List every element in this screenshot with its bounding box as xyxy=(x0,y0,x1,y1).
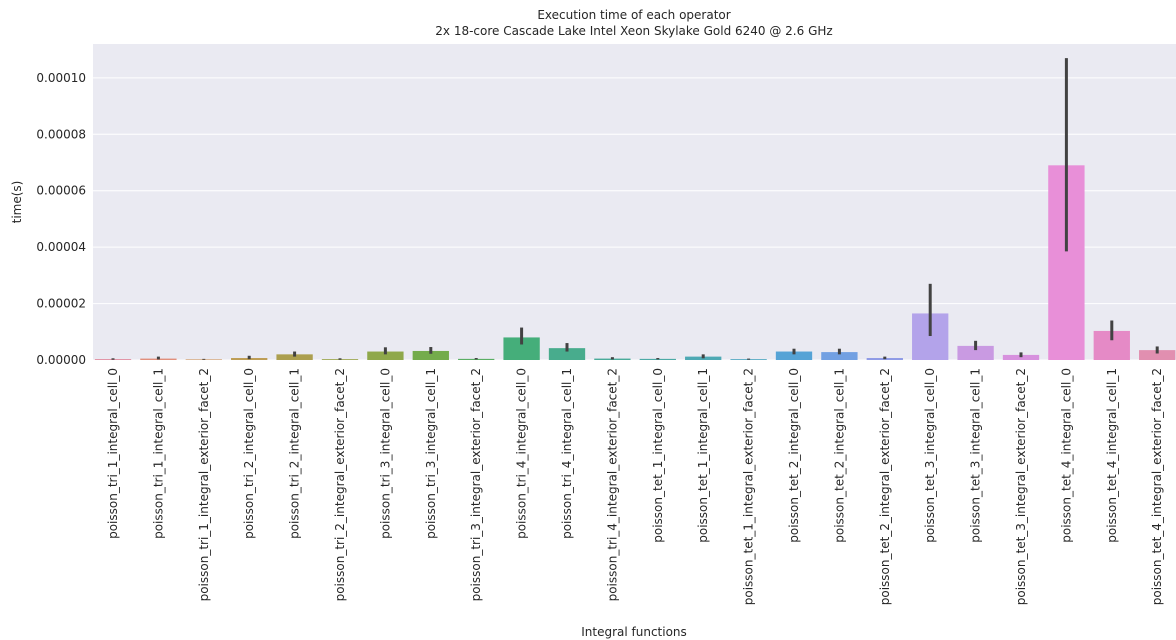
y-tick-label: 0.00006 xyxy=(36,184,86,198)
bar xyxy=(957,345,994,360)
x-tick-label: poisson_tet_4_integral_exterior_facet_2 xyxy=(1150,368,1164,605)
x-tick-label: poisson_tet_3_integral_exterior_facet_2 xyxy=(1014,368,1028,605)
x-axis-label: Integral functions xyxy=(581,625,687,639)
bar xyxy=(775,351,813,360)
x-tick-label: poisson_tet_4_integral_cell_1 xyxy=(1105,368,1119,543)
bar xyxy=(1002,354,1040,360)
bar xyxy=(503,337,540,360)
y-tick-label: 0.00010 xyxy=(36,71,86,85)
x-tick-label: poisson_tri_1_integral_cell_1 xyxy=(151,368,165,539)
y-tick-label: 0.00000 xyxy=(36,353,86,367)
x-tick-label: poisson_tet_1_integral_exterior_facet_2 xyxy=(742,368,756,605)
x-tick-label: poisson_tri_3_integral_cell_1 xyxy=(424,368,438,539)
x-tick-label: poisson_tet_1_integral_cell_1 xyxy=(696,368,710,543)
chart-subtitle: 2x 18-core Cascade Lake Intel Xeon Skyla… xyxy=(435,24,832,38)
x-tick-label: poisson_tri_1_integral_exterior_facet_2 xyxy=(197,368,211,601)
bar xyxy=(458,358,495,360)
y-tick-label: 0.00008 xyxy=(36,127,86,141)
x-tick-label: poisson_tet_1_integral_cell_0 xyxy=(651,368,665,543)
x-tick-label: poisson_tri_2_integral_exterior_facet_2 xyxy=(333,368,347,601)
x-tick-label: poisson_tri_4_integral_exterior_facet_2 xyxy=(605,368,619,601)
bar xyxy=(276,354,313,360)
x-tick-label: poisson_tet_3_integral_cell_0 xyxy=(923,368,937,543)
bar xyxy=(639,358,676,360)
x-tick-label: poisson_tet_3_integral_cell_1 xyxy=(969,368,983,543)
x-tick-label: poisson_tet_2_integral_cell_1 xyxy=(832,368,846,543)
y-axis-label: time(s) xyxy=(10,181,24,224)
x-tick-label: poisson_tri_2_integral_cell_1 xyxy=(288,368,302,539)
y-tick-label: 0.00004 xyxy=(36,240,86,254)
plot-background xyxy=(93,44,1176,360)
x-tick-label: poisson_tri_3_integral_cell_0 xyxy=(378,368,392,539)
bar xyxy=(548,348,586,360)
x-tick-label: poisson_tri_3_integral_exterior_facet_2 xyxy=(469,368,483,601)
bar xyxy=(367,351,404,360)
x-tick-label: poisson_tri_2_integral_cell_0 xyxy=(242,368,256,539)
x-tick-label: poisson_tri_4_integral_cell_0 xyxy=(515,368,529,539)
bar xyxy=(821,352,858,360)
bar xyxy=(1139,350,1176,360)
y-tick-label: 0.00002 xyxy=(36,297,86,311)
bar xyxy=(412,350,449,360)
chart-title: Execution time of each operator xyxy=(537,8,730,22)
x-tick-label: poisson_tri_4_integral_cell_1 xyxy=(560,368,574,539)
x-tick-label: poisson_tet_4_integral_cell_0 xyxy=(1059,368,1073,543)
x-tick-label: poisson_tet_2_integral_cell_0 xyxy=(787,368,801,543)
x-tick-label: poisson_tri_1_integral_cell_0 xyxy=(106,368,120,539)
x-tick-label: poisson_tet_2_integral_exterior_facet_2 xyxy=(878,368,892,605)
